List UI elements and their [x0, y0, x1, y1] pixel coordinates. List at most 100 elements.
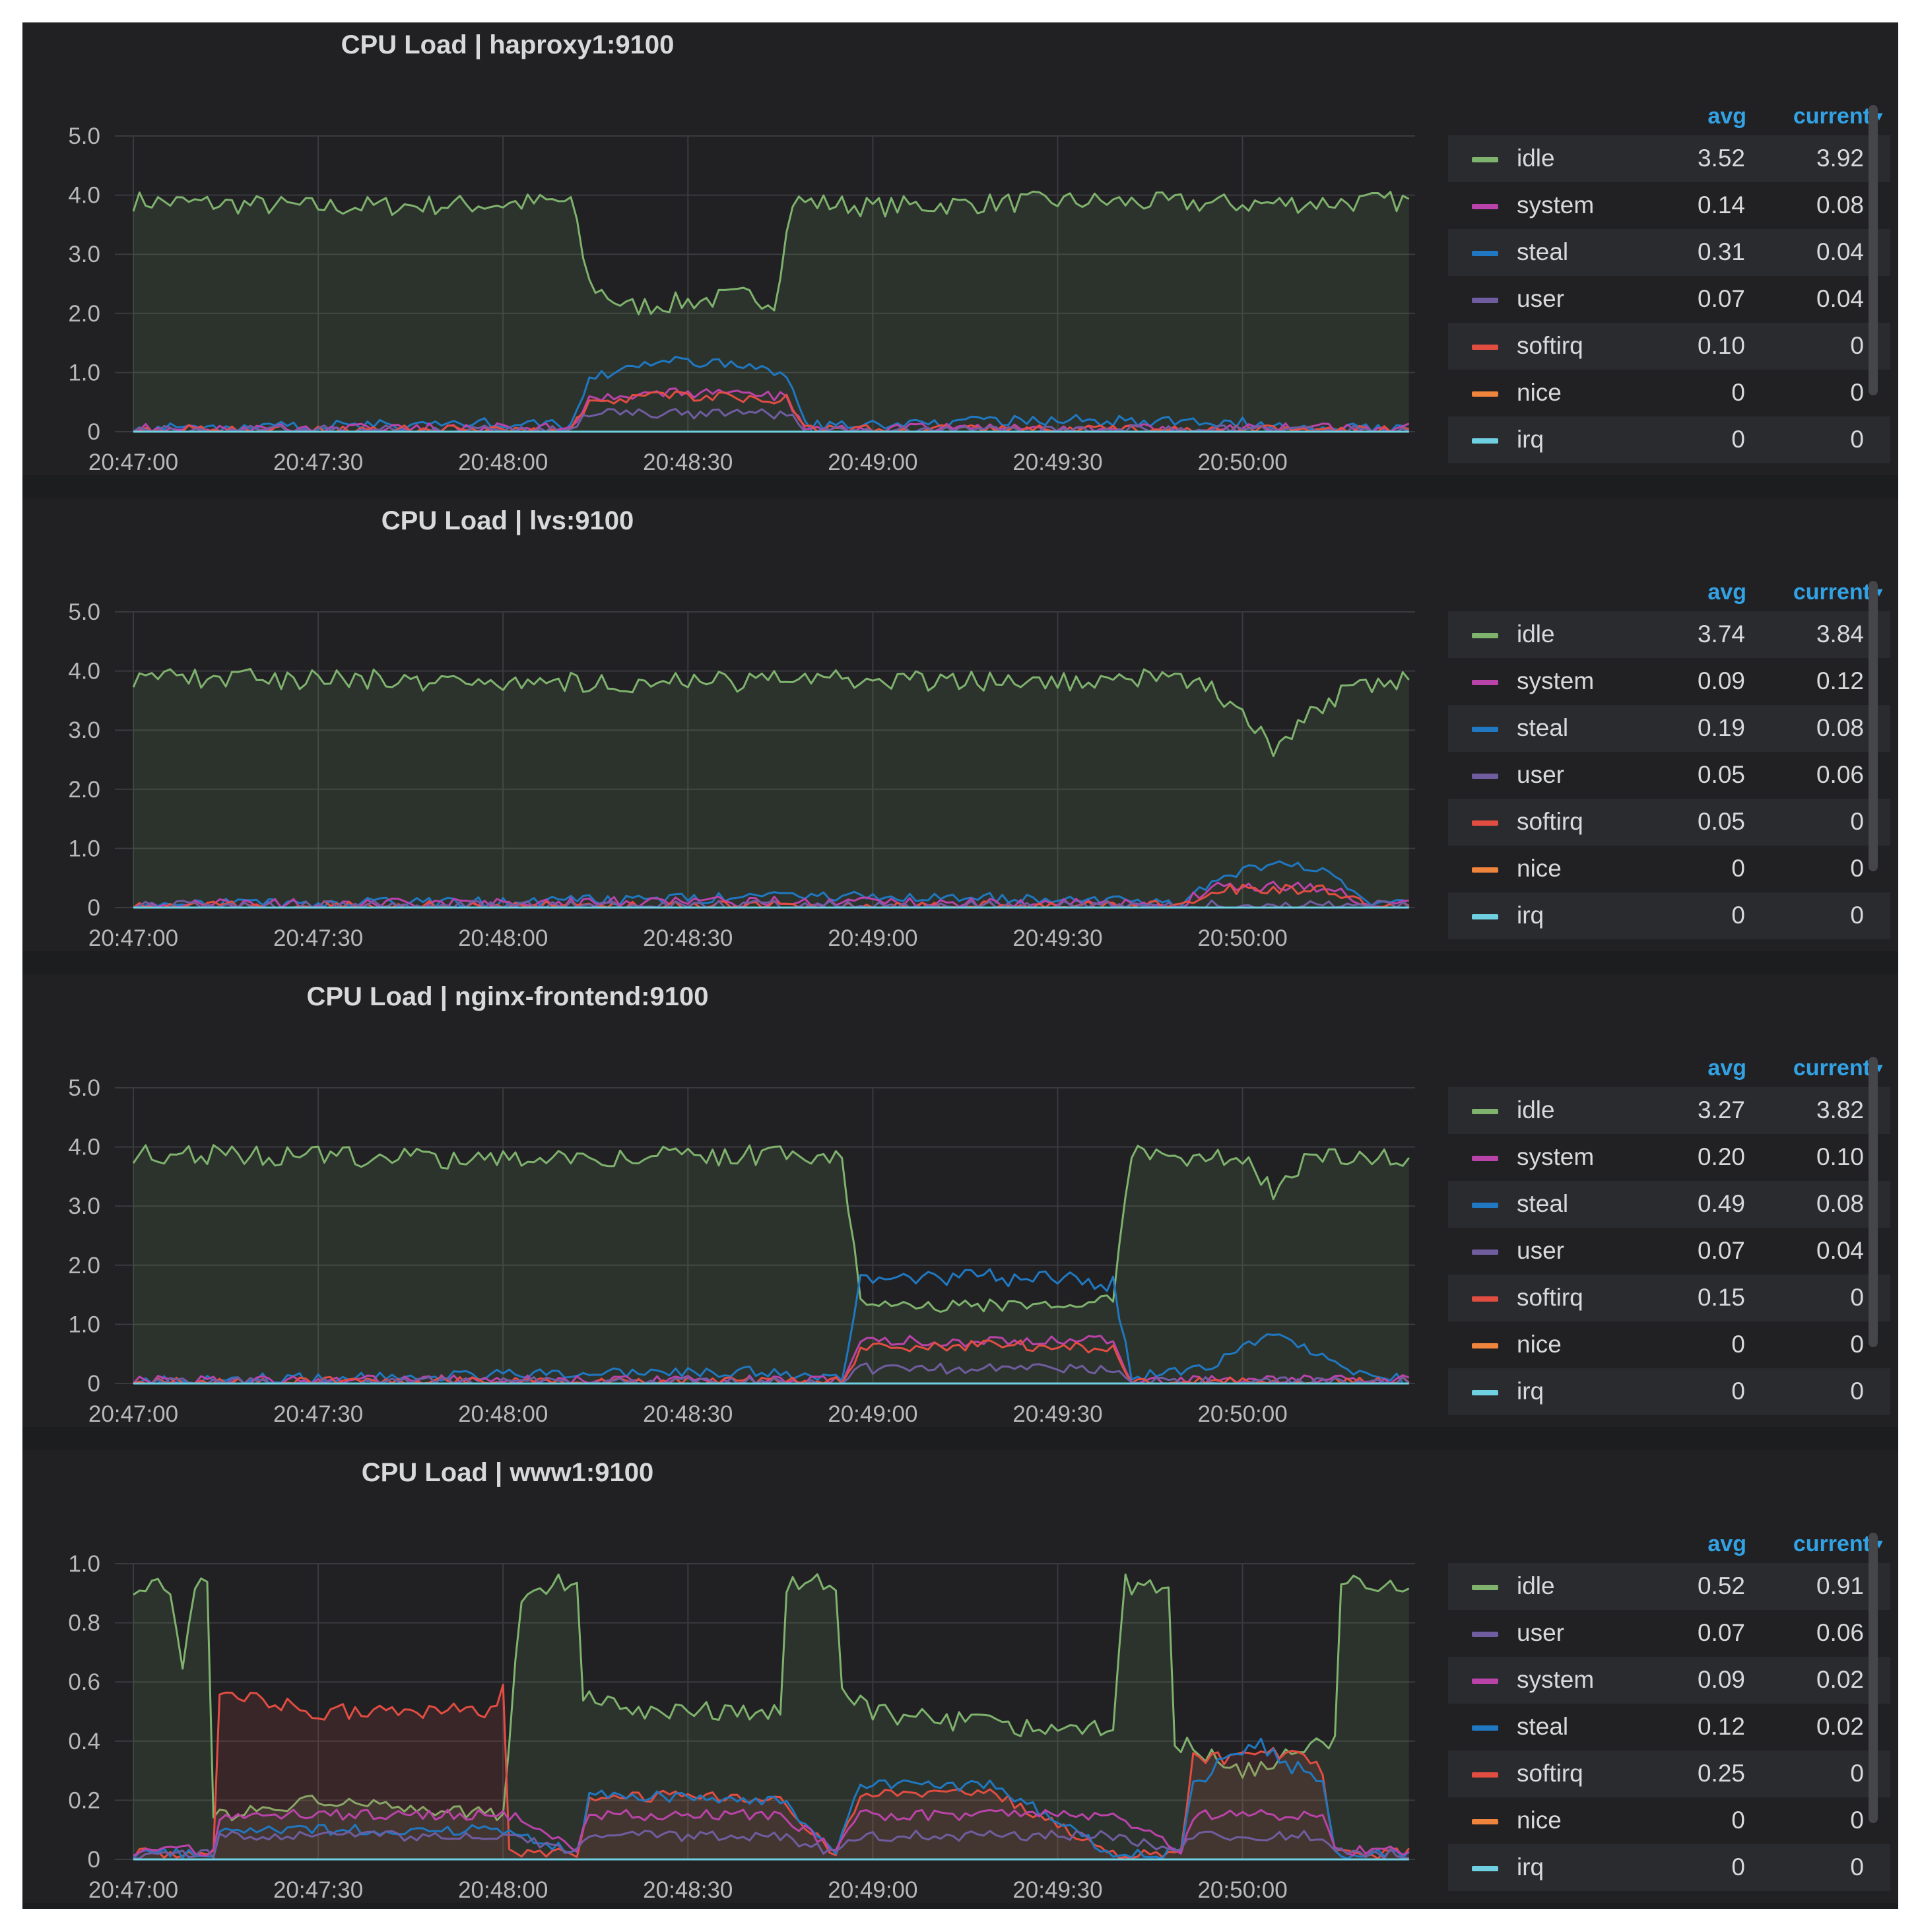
legend-swatch[interactable] [1472, 438, 1498, 444]
legend-scrollbar[interactable] [1869, 581, 1878, 871]
legend-series-name[interactable]: steal [1517, 1190, 1569, 1217]
legend-series-name[interactable]: nice [1517, 379, 1562, 406]
legend-swatch[interactable] [1472, 157, 1498, 162]
legend-swatch[interactable] [1472, 204, 1498, 209]
legend-series-name[interactable]: softirq [1517, 1284, 1583, 1311]
legend-swatch[interactable] [1472, 633, 1498, 638]
legend-item-user[interactable]: user 0.07 0.04 [1448, 276, 1890, 323]
legend-swatch[interactable] [1472, 1203, 1498, 1208]
legend-series-name[interactable]: softirq [1517, 808, 1583, 835]
legend-series-name[interactable]: steal [1517, 1713, 1569, 1740]
legend-sort-avg[interactable]: avg [1707, 580, 1746, 605]
series-line-idle[interactable] [133, 1573, 1410, 1822]
legend-item-system[interactable]: system 0.14 0.08 [1448, 182, 1890, 229]
legend-item-softirq[interactable]: softirq 0.05 0 [1448, 799, 1890, 846]
legend-swatch[interactable] [1472, 680, 1498, 685]
legend-item-nice[interactable]: nice 0 0 [1448, 370, 1890, 416]
legend-swatch[interactable] [1472, 914, 1498, 919]
legend-sort-avg[interactable]: avg [1707, 1055, 1746, 1081]
series-line-steal[interactable] [133, 355, 1410, 433]
legend-series-name[interactable]: irq [1517, 1853, 1544, 1881]
legend-series-name[interactable]: idle [1517, 620, 1555, 648]
legend-series-name[interactable]: system [1517, 191, 1595, 218]
series-line-idle[interactable] [132, 668, 1410, 758]
legend-series-name[interactable]: user [1517, 1619, 1564, 1646]
legend-sort-current[interactable]: current [1793, 1055, 1870, 1081]
legend-scrollbar[interactable] [1869, 105, 1878, 395]
legend-item-user[interactable]: user 0.05 0.06 [1448, 752, 1890, 799]
series-line-steal[interactable] [132, 1737, 1410, 1860]
legend-swatch[interactable] [1472, 1679, 1498, 1684]
legend-item-nice[interactable]: nice 0 0 [1448, 1797, 1890, 1844]
legend-swatch[interactable] [1472, 1249, 1498, 1255]
legend-item-steal[interactable]: steal 0.31 0.04 [1448, 229, 1890, 276]
legend-sort-avg[interactable]: avg [1707, 1531, 1746, 1556]
legend-item-softirq[interactable]: softirq 0.10 0 [1448, 323, 1890, 370]
legend-swatch[interactable] [1472, 1772, 1498, 1778]
series-line-softirq[interactable] [133, 1339, 1410, 1385]
legend-swatch[interactable] [1472, 1585, 1498, 1590]
legend-item-irq[interactable]: irq 0 0 [1448, 1844, 1890, 1891]
legend-swatch[interactable] [1472, 1632, 1498, 1637]
legend-series-name[interactable]: steal [1517, 714, 1569, 741]
legend-item-system[interactable]: system 0.09 0.02 [1448, 1657, 1890, 1704]
series-line-steal[interactable] [133, 1268, 1409, 1385]
legend-sort-avg[interactable]: avg [1707, 104, 1746, 129]
legend-item-steal[interactable]: steal 0.19 0.08 [1448, 705, 1890, 752]
legend-item-system[interactable]: system 0.20 0.10 [1448, 1134, 1890, 1181]
legend-series-name[interactable]: nice [1517, 855, 1562, 882]
legend-item-irq[interactable]: irq 0 0 [1448, 416, 1890, 463]
legend-item-steal[interactable]: steal 0.12 0.02 [1448, 1704, 1890, 1750]
legend-swatch[interactable] [1472, 345, 1498, 350]
legend-series-name[interactable]: system [1517, 1666, 1595, 1693]
legend-swatch[interactable] [1472, 298, 1498, 303]
legend-swatch[interactable] [1472, 1725, 1498, 1731]
legend-item-irq[interactable]: irq 0 0 [1448, 1368, 1890, 1415]
legend-item-system[interactable]: system 0.09 0.12 [1448, 658, 1890, 705]
legend-swatch[interactable] [1472, 391, 1498, 397]
legend-series-name[interactable]: irq [1517, 902, 1544, 929]
legend-item-idle[interactable]: idle 3.74 3.84 [1448, 611, 1890, 658]
series-line-softirq[interactable] [132, 1683, 1410, 1860]
panel-title[interactable]: CPU Load | lvs:9100 [381, 506, 634, 535]
legend-sort-current[interactable]: current [1793, 104, 1870, 129]
legend-series-name[interactable]: irq [1517, 1378, 1544, 1405]
panel-title[interactable]: CPU Load | www1:9100 [361, 1458, 654, 1487]
legend-scrollbar[interactable] [1869, 1533, 1878, 1823]
legend-swatch[interactable] [1472, 1156, 1498, 1161]
legend-series-name[interactable]: user [1517, 285, 1564, 312]
legend-swatch[interactable] [1472, 251, 1498, 256]
legend-item-softirq[interactable]: softirq 0.25 0 [1448, 1750, 1890, 1797]
legend-item-user[interactable]: user 0.07 0.04 [1448, 1228, 1890, 1275]
legend-item-idle[interactable]: idle 3.27 3.82 [1448, 1087, 1890, 1134]
legend-series-name[interactable]: steal [1517, 238, 1569, 265]
series-line-user[interactable] [133, 1829, 1409, 1860]
legend-series-name[interactable]: idle [1517, 145, 1555, 172]
legend-series-name[interactable]: user [1517, 761, 1564, 788]
series-line-idle[interactable] [132, 1144, 1410, 1313]
legend-item-idle[interactable]: idle 0.52 0.91 [1448, 1563, 1890, 1610]
legend-series-name[interactable]: softirq [1517, 332, 1583, 359]
legend-series-name[interactable]: user [1517, 1237, 1564, 1264]
legend-series-name[interactable]: idle [1517, 1572, 1555, 1599]
legend-swatch[interactable] [1472, 1296, 1498, 1302]
legend-item-irq[interactable]: irq 0 0 [1448, 892, 1890, 939]
legend-item-nice[interactable]: nice 0 0 [1448, 1321, 1890, 1368]
legend-swatch[interactable] [1472, 1109, 1498, 1114]
series-line-system[interactable] [133, 1809, 1410, 1857]
legend-swatch[interactable] [1472, 867, 1498, 873]
series-line-idle[interactable] [132, 190, 1410, 316]
legend-swatch[interactable] [1472, 774, 1498, 779]
legend-swatch[interactable] [1472, 1343, 1498, 1349]
legend-item-user[interactable]: user 0.07 0.06 [1448, 1610, 1890, 1657]
legend-series-name[interactable]: softirq [1517, 1760, 1583, 1787]
legend-series-name[interactable]: irq [1517, 426, 1544, 453]
legend-swatch[interactable] [1472, 1390, 1498, 1395]
legend-sort-current[interactable]: current [1793, 1531, 1870, 1556]
panel-title[interactable]: CPU Load | nginx-frontend:9100 [306, 982, 709, 1011]
legend-item-steal[interactable]: steal 0.49 0.08 [1448, 1181, 1890, 1228]
legend-swatch[interactable] [1472, 820, 1498, 826]
legend-item-nice[interactable]: nice 0 0 [1448, 846, 1890, 892]
legend-scrollbar[interactable] [1869, 1057, 1878, 1347]
legend-series-name[interactable]: nice [1517, 1807, 1562, 1834]
